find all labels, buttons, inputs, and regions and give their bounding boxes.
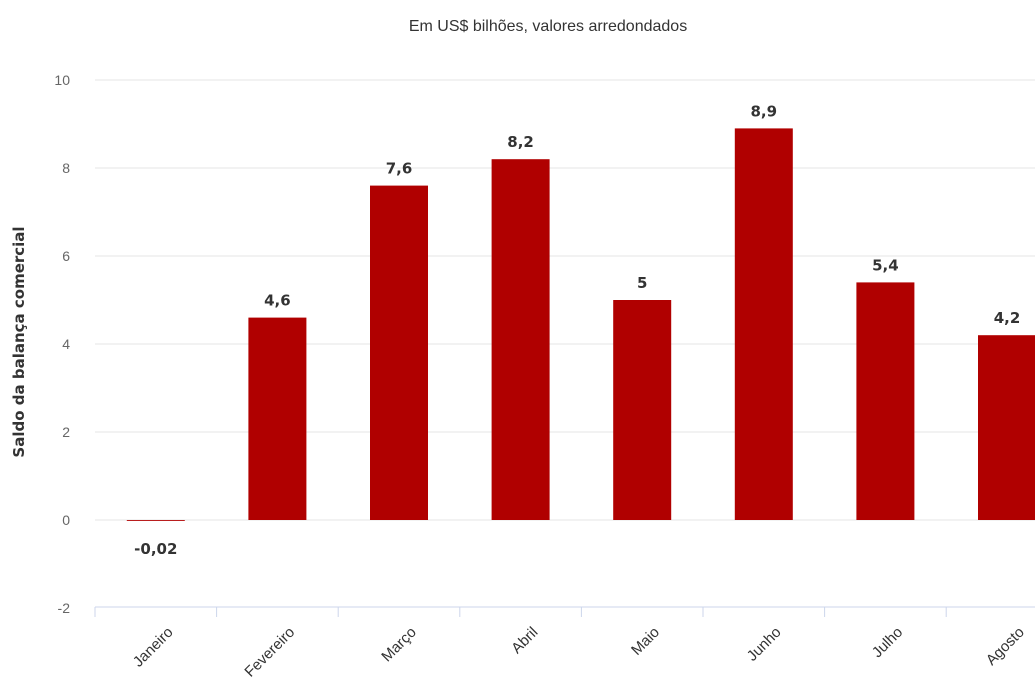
data-labels: -0,02 4,6 7,6 8,2 5 8,9 5,4 4,2 — [134, 102, 1020, 558]
y-axis-ticks: -2 0 2 4 6 8 10 — [54, 72, 70, 616]
data-label: 5 — [637, 274, 647, 292]
x-tick-label: Julho — [869, 624, 906, 661]
y-axis-label: Saldo da balança comercial — [10, 226, 28, 457]
bar[interactable] — [613, 300, 672, 520]
bar[interactable] — [491, 159, 550, 520]
x-axis: Janeiro Fevereiro Março Abril Maio Junho Julho… — [94, 606, 1035, 681]
bar[interactable] — [734, 128, 793, 520]
bar[interactable] — [370, 185, 428, 520]
bar[interactable] — [126, 520, 185, 521]
y-tick-label: 6 — [62, 248, 70, 264]
data-label: 8,2 — [507, 133, 534, 151]
y-tick-label: -2 — [58, 600, 71, 616]
data-label: 4,6 — [264, 292, 291, 310]
chart-subtitle: Em US$ bilhões, valores arredondados — [409, 18, 687, 35]
data-label: 7,6 — [386, 160, 413, 178]
bar[interactable] — [856, 282, 915, 520]
y-tick-label: 8 — [62, 160, 70, 176]
x-tick-label: Março — [378, 624, 419, 665]
bar[interactable] — [248, 317, 307, 520]
y-tick-label: 0 — [62, 512, 70, 528]
data-label: 8,9 — [751, 102, 778, 120]
x-tick-label: Janeiro — [130, 624, 177, 671]
data-label: 4,2 — [994, 309, 1021, 327]
x-tick-label: Maio — [628, 624, 663, 659]
bar[interactable] — [978, 335, 1035, 520]
data-label: 5,4 — [872, 256, 899, 274]
y-tick-label: 4 — [62, 336, 70, 352]
x-tick-label: Abril — [508, 624, 541, 657]
data-label: -0,02 — [134, 540, 177, 558]
y-tick-label: 10 — [54, 72, 70, 88]
x-tick-label: Agosto — [983, 624, 1028, 669]
x-tick-label: Fevereiro — [241, 624, 298, 681]
y-tick-label: 2 — [62, 424, 70, 440]
bars — [126, 128, 1035, 521]
x-tick-label: Junho — [744, 624, 785, 665]
